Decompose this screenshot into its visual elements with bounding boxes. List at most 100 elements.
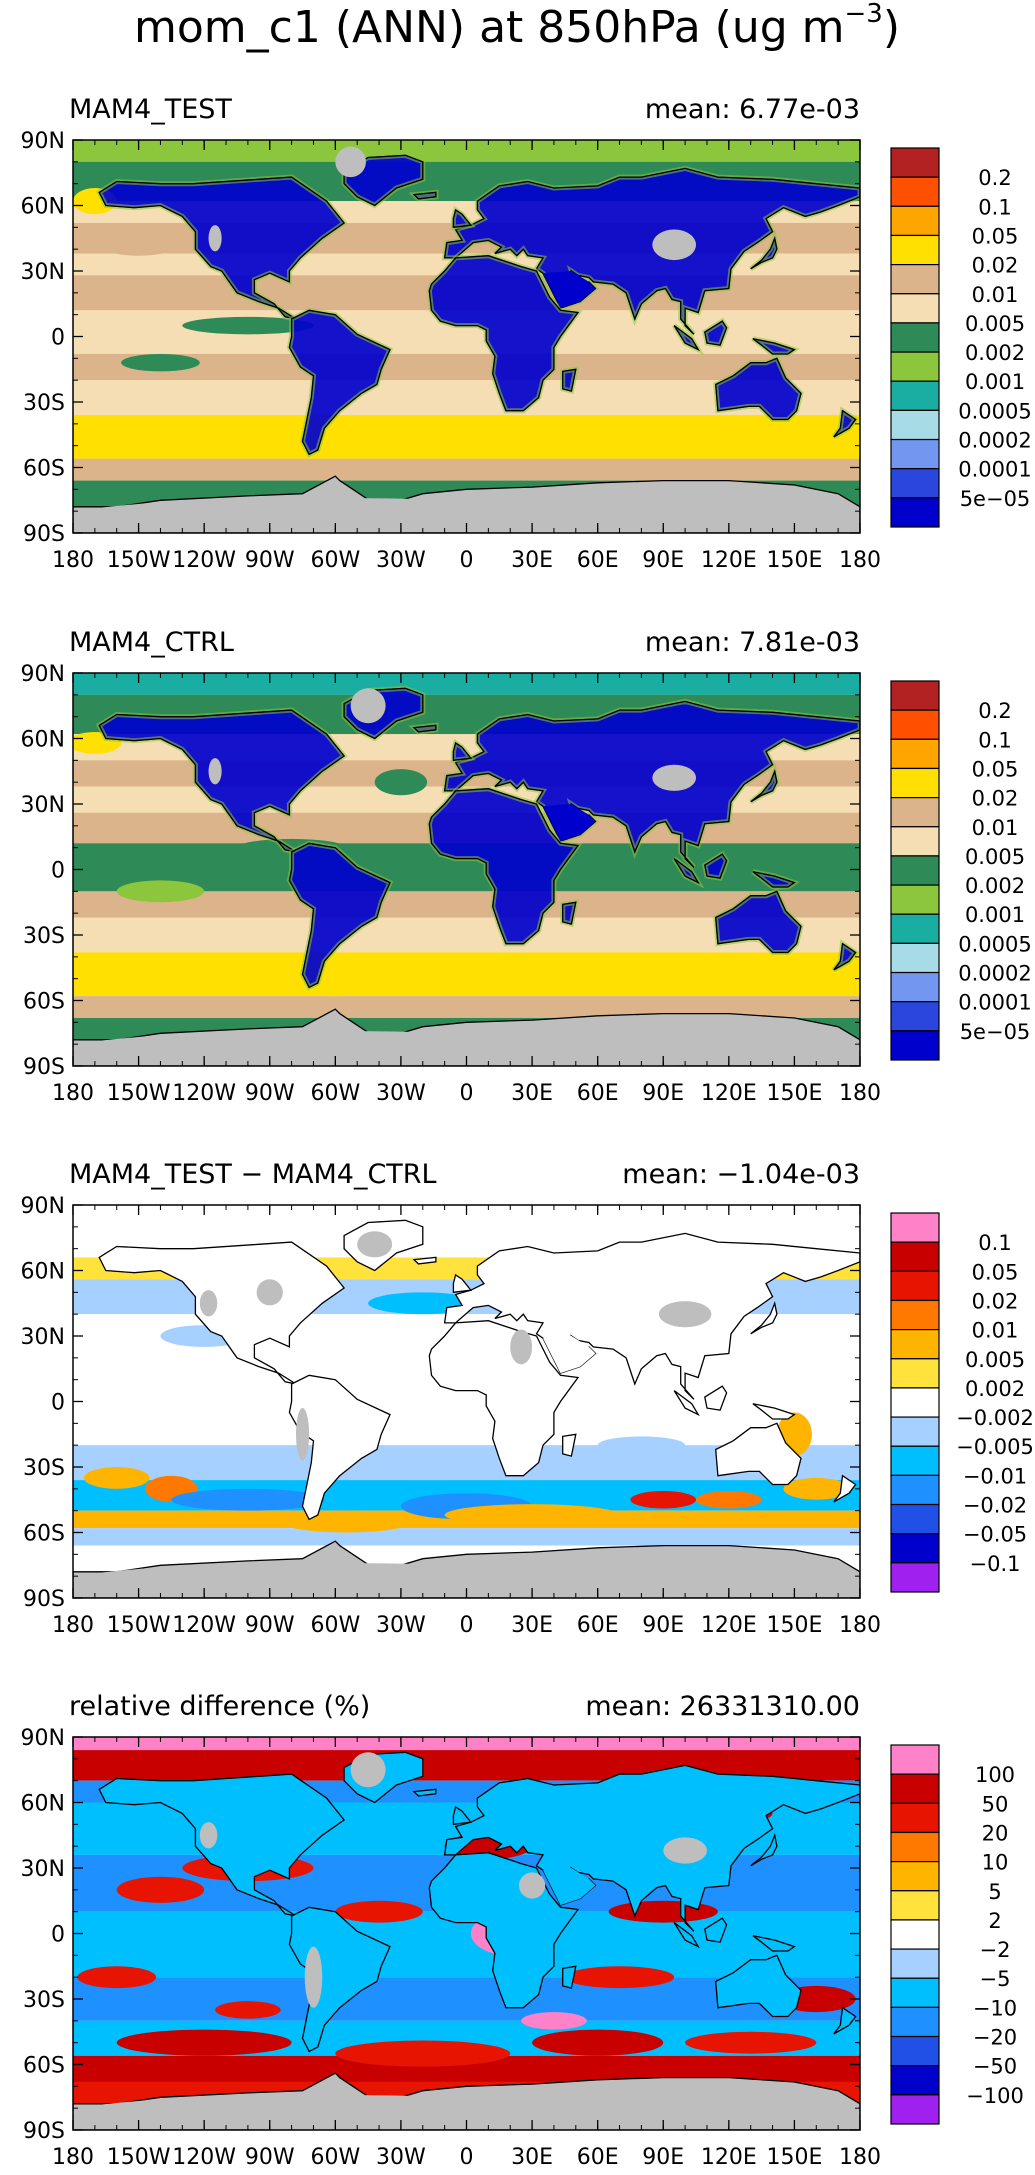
x-tick-label: 30W [376, 2145, 426, 2170]
y-tick-label: 30S [23, 1988, 65, 2013]
field-blob [597, 1436, 686, 1454]
colorbar-level-label: −20 [973, 2026, 1017, 2050]
coastline-madagascar [562, 1433, 577, 1457]
colorbar-swatch [890, 738, 940, 770]
colorbar [890, 147, 940, 528]
colorbar-swatch [890, 1977, 940, 2008]
x-tick-label: 0 [460, 2145, 474, 2170]
y-tick-label: 60S [23, 1522, 65, 1547]
x-tick-label: 180 [52, 2145, 94, 2170]
coastline-stroke [673, 325, 700, 352]
colorbar-level-label: 0.05 [972, 757, 1019, 781]
field-blob [444, 1504, 620, 1526]
coastline-arabia_fill [543, 1336, 596, 1374]
coastline-stroke [715, 357, 802, 421]
colorbar-swatch [890, 1387, 940, 1418]
missing-region [295, 1408, 310, 1461]
colorbar-level-label: 0.02 [972, 254, 1019, 278]
y-tick-label: 30N [21, 793, 65, 818]
coastline-southamerica [288, 1906, 391, 2053]
colorbar-level-label: 5e−05 [960, 1020, 1031, 1044]
x-tick-label: 150E [766, 1081, 822, 1106]
colorbar-swatch [890, 709, 940, 740]
colorbar-level-label: 0.005 [965, 845, 1025, 869]
colorbar-level-label: 0.1 [978, 195, 1011, 219]
x-tick-label: 0 [460, 548, 474, 573]
panel-title: MAM4_TEST − MAM4_CTRL [69, 1159, 437, 1190]
colorbar-level-label: 0.0002 [958, 429, 1031, 453]
x-tick-label: 60W [310, 548, 360, 573]
coastline-arabia_fill [543, 1868, 596, 1906]
y-axis-labels: 90N 60N 30N 0 30S 60S 90S [21, 1194, 65, 1612]
y-tick-label: 90S [23, 1055, 65, 1080]
field-blob [280, 1510, 412, 1533]
coastline-newzealand [833, 1474, 857, 1503]
field-blob [564, 1966, 675, 1989]
x-axis-labels: 180 150W 120W 90W 60W 30W 0 30E 60E 90E 120E 150E 18… [52, 1613, 881, 1638]
colorbar [890, 680, 940, 1061]
panel-mean: mean: 6.77e-03 [645, 94, 860, 125]
field-blob [696, 1491, 762, 1509]
coastline-stroke [833, 409, 857, 438]
x-tick-label: 120E [701, 1081, 757, 1106]
x-tick-label: 30E [511, 1081, 553, 1106]
y-tick-label: 60S [23, 2054, 65, 2079]
coastline-stroke [343, 687, 424, 740]
axis-ticks [72, 672, 861, 1067]
colorbar-swatch [890, 380, 940, 411]
x-tick-label: 60E [577, 1613, 619, 1638]
colorbar-labels: 0.1 0.05 0.02 0.01 0.005 0.002 −0.002 −0.005 −0.… [956, 1231, 1034, 1576]
colorbar-swatch [890, 2035, 940, 2067]
colorbar-swatch [890, 176, 940, 207]
colorbar-swatch [890, 797, 940, 828]
coastline-stroke [562, 901, 577, 925]
colorbar-level-label: −0.002 [956, 1406, 1034, 1430]
x-tick-label: 30E [511, 2145, 553, 2170]
colorbar-swatch [890, 147, 940, 178]
y-axis-labels: 90N 60N 30N 0 30S 60S 90S [21, 662, 65, 1080]
colorbar-level-label: −2 [980, 1938, 1011, 1962]
colorbar-level-label: 0.01 [972, 1319, 1019, 1343]
y-tick-label: 90S [23, 1587, 65, 1612]
coastline-newzealand [833, 2006, 857, 2035]
coastline-australia [715, 1422, 802, 1486]
field-blob [335, 2040, 511, 2067]
colorbar-level-label: 0.02 [972, 787, 1019, 811]
x-tick-label: 30W [376, 1081, 426, 1106]
coastline-stroke [98, 709, 346, 853]
panel-relative-difference: relative difference (%) mean: 26331310.0… [21, 1691, 1024, 2170]
coastline-uk [452, 1805, 473, 1826]
zonal-band [73, 996, 860, 1018]
x-tick-label: 120E [701, 548, 757, 573]
y-tick-label: 90N [21, 129, 65, 154]
colorbar-swatch [890, 322, 940, 353]
colorbar-labels: 0.2 0.1 0.05 0.02 0.01 0.005 0.002 0.001 0.0005 0… [958, 166, 1031, 511]
panel-mean: mean: 7.81e-03 [645, 627, 860, 658]
x-tick-label: 90W [245, 548, 295, 573]
colorbar-swatch [890, 1299, 940, 1331]
axis-ticks [72, 1736, 861, 2131]
colorbar-level-label: 0.002 [965, 1377, 1025, 1401]
colorbar-swatch [890, 1329, 940, 1360]
x-tick-label: 120W [172, 1081, 236, 1106]
colorbar [890, 1212, 940, 1593]
x-tick-label: 90E [642, 1613, 684, 1638]
coastline-stroke [704, 853, 728, 879]
y-tick-label: 60N [21, 195, 65, 220]
coastline-australia [715, 1954, 802, 2018]
coastline-stroke [428, 788, 580, 945]
x-tick-label: 120W [172, 2145, 236, 2170]
field-blob [116, 421, 292, 448]
x-tick-label: 150E [766, 548, 822, 573]
y-tick-label: 60N [21, 1792, 65, 1817]
colorbar-level-label: 2 [988, 1909, 1001, 1933]
colorbar-swatch [890, 1890, 940, 1921]
x-tick-label: 0 [460, 1613, 474, 1638]
colorbar-level-label: −0.01 [963, 1464, 1027, 1488]
missing-region [208, 758, 222, 785]
colorbar-level-label: 0.01 [972, 283, 1019, 307]
missing-region [350, 688, 386, 724]
colorbar [890, 1744, 940, 2125]
colorbar-swatch [890, 680, 940, 711]
